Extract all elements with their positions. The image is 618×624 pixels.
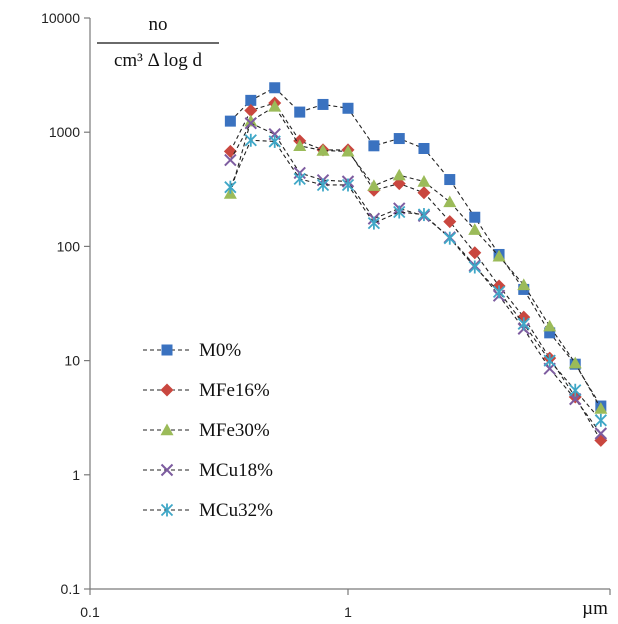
data-point [244, 103, 258, 117]
series-line [229, 105, 602, 409]
data-point [244, 133, 257, 147]
y-tick-label: 10 [64, 353, 80, 369]
data-point [569, 383, 582, 397]
data-point [517, 278, 531, 291]
data-point [393, 205, 406, 219]
axes [89, 18, 610, 590]
x-axis-title: µm [582, 598, 608, 619]
data-point [294, 106, 306, 118]
legend-item: MCu18% [143, 460, 273, 481]
data-point [594, 413, 607, 427]
data-point [594, 433, 608, 447]
legend-label: MCu32% [199, 500, 273, 521]
data-point [543, 354, 556, 368]
data-point [268, 99, 282, 112]
data-point [223, 144, 237, 158]
data-point [244, 114, 258, 127]
legend-marker [161, 344, 173, 356]
data-point [594, 427, 608, 440]
data-point [224, 153, 237, 167]
y-tick-label: 10000 [41, 10, 80, 26]
data-point [543, 319, 557, 332]
series-layer [223, 82, 608, 447]
data-point [517, 317, 530, 331]
series-line [229, 102, 602, 441]
y-axis-title-denominator: cm³ Δ log d [114, 50, 203, 71]
x-tick-label: 0.1 [80, 604, 100, 620]
data-point [594, 402, 608, 414]
data-point [468, 246, 482, 260]
data-point [469, 211, 481, 223]
legend: M0% MFe16% MFe30% MCu18% MCu32% [143, 340, 273, 521]
data-point [418, 142, 430, 154]
data-point [245, 94, 257, 106]
data-point [244, 116, 258, 130]
data-point [417, 175, 431, 187]
series-MFe16% [223, 96, 608, 447]
y-tick-label: 0.1 [61, 581, 81, 597]
series-MCu18% [224, 116, 608, 440]
y-tick-label: 1000 [49, 124, 80, 140]
data-point [367, 216, 381, 230]
data-point [393, 133, 405, 145]
data-point [368, 140, 380, 152]
y-axis-title-numerator: no [149, 14, 168, 35]
y-tick-label: 100 [57, 238, 81, 254]
data-point [367, 179, 381, 191]
data-point [568, 356, 582, 369]
y-tick-label: 1 [72, 467, 80, 483]
legend-item: MCu32% [143, 500, 273, 521]
series-MCu32% [224, 133, 607, 427]
data-point [341, 178, 355, 192]
data-point [468, 260, 481, 274]
legend-marker [160, 503, 174, 517]
data-point [392, 168, 406, 181]
legend-label: MFe30% [199, 420, 270, 441]
data-point [444, 174, 456, 186]
data-point [317, 98, 329, 110]
legend-marker [160, 463, 174, 477]
y-ticks: 0.1 1 10 100 1000 10000 [41, 10, 90, 597]
data-point [544, 327, 556, 339]
data-point [293, 139, 307, 152]
data-point [569, 392, 582, 406]
data-point [468, 223, 482, 235]
legend-item: MFe16% [143, 380, 270, 401]
series-line [229, 87, 602, 407]
data-point [341, 144, 355, 157]
data-point [443, 215, 457, 229]
legend-label: MCu18% [199, 460, 273, 481]
data-point [316, 178, 330, 192]
series-line [229, 139, 602, 421]
data-point [224, 115, 236, 127]
data-point [492, 249, 506, 262]
x-tick-label: 1 [344, 604, 352, 620]
data-point [224, 180, 237, 194]
legend-item: M0% [143, 340, 241, 361]
y-axis-title: no cm³ Δ log d [97, 14, 219, 71]
data-point [417, 208, 431, 222]
data-point [492, 285, 506, 299]
x-ticks: 0.1 1 [80, 589, 611, 620]
legend-item: MFe30% [143, 420, 270, 441]
legend-label: MFe16% [199, 380, 270, 401]
data-point [443, 231, 456, 245]
data-point [316, 144, 330, 156]
data-point [342, 102, 354, 114]
data-point [293, 172, 306, 186]
legend-marker [160, 423, 174, 436]
data-point [269, 82, 281, 94]
data-point [268, 134, 281, 148]
legend-label: M0% [199, 340, 241, 361]
data-point [443, 195, 457, 208]
legend-marker [160, 383, 174, 397]
data-point [417, 186, 431, 200]
series-line [229, 122, 602, 434]
